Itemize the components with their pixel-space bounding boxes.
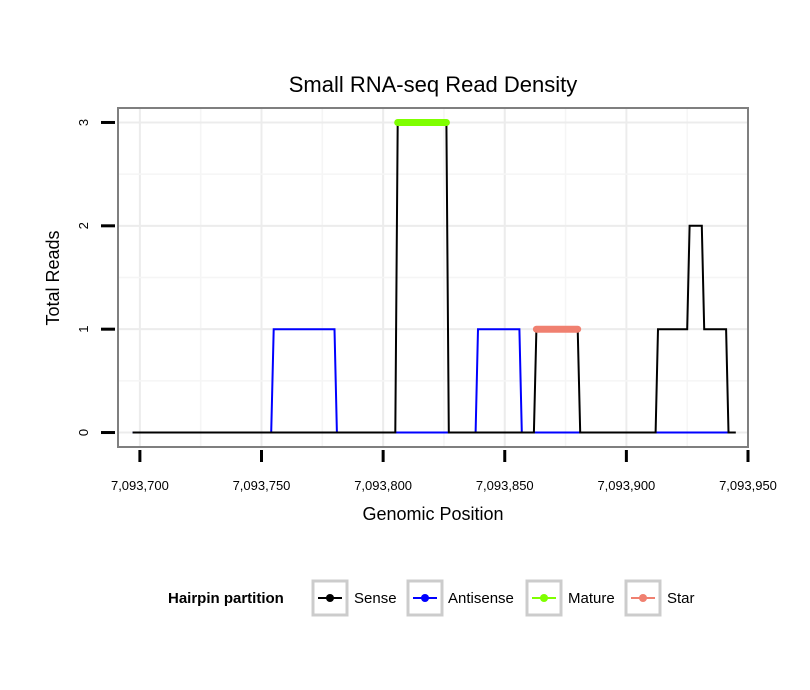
legend-item-antisense: Antisense bbox=[406, 579, 514, 617]
legend-label: Star bbox=[667, 590, 695, 607]
legend-label: Antisense bbox=[448, 590, 514, 607]
legend-label: Mature bbox=[568, 590, 615, 607]
legend-key-point bbox=[421, 594, 429, 602]
plot-panel-border bbox=[117, 107, 749, 448]
x-tick-label: 7,093,800 bbox=[354, 478, 412, 493]
legend-item-sense: Sense bbox=[311, 579, 397, 617]
y-tick-label: 1 bbox=[76, 326, 91, 333]
x-axis-title: Genomic Position bbox=[362, 504, 503, 524]
legend-key-point bbox=[326, 594, 334, 602]
x-tick-label: 7,093,900 bbox=[597, 478, 655, 493]
y-tick-label: 2 bbox=[76, 222, 91, 229]
legend: Hairpin partition Sense Antisense Mature St… bbox=[168, 579, 695, 617]
x-tick-label: 7,093,750 bbox=[233, 478, 291, 493]
x-axis: 7,093,700 7,093,750 7,093,800 7,093,850 7,09… bbox=[111, 450, 777, 493]
chart-title: Small RNA-seq Read Density bbox=[289, 72, 578, 97]
legend-key-point bbox=[639, 594, 647, 602]
series-layer bbox=[132, 119, 736, 434]
series-antisense-line bbox=[132, 328, 734, 434]
legend-title: Hairpin partition bbox=[168, 590, 284, 607]
x-tick-label: 7,093,950 bbox=[719, 478, 777, 493]
legend-item-mature: Mature bbox=[525, 579, 615, 617]
legend-item-star: Star bbox=[624, 579, 695, 617]
y-axis: 0 1 2 3 bbox=[76, 119, 115, 436]
y-axis-title: Total Reads bbox=[43, 230, 63, 325]
y-tick-label: 0 bbox=[76, 429, 91, 436]
legend-label: Sense bbox=[354, 590, 397, 607]
legend-key-point bbox=[540, 594, 548, 602]
y-tick-label: 3 bbox=[76, 119, 91, 126]
x-tick-label: 7,093,700 bbox=[111, 478, 169, 493]
x-tick-label: 7,093,850 bbox=[476, 478, 534, 493]
